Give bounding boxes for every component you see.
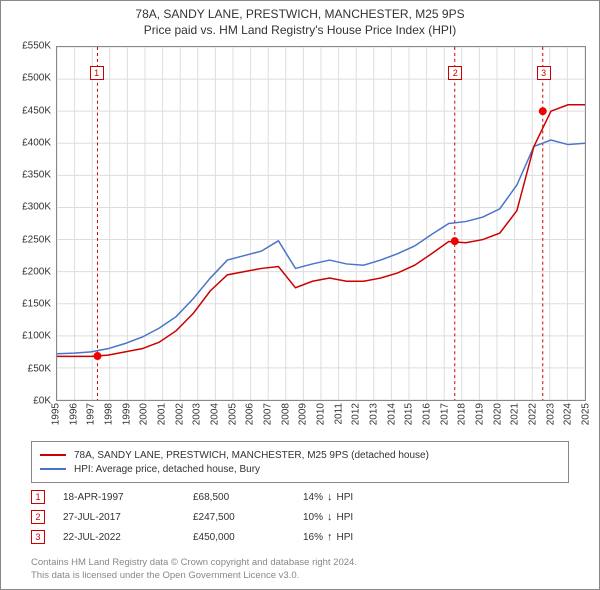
xtick-label: 2007 (263, 403, 274, 425)
xtick-label: 2011 (333, 403, 344, 425)
ytick-label: £400K (1, 137, 51, 148)
sales-table: 1 18-APR-1997 £68,500 14%↓HPI 2 27-JUL-2… (31, 486, 569, 546)
sale-marker-1: 1 (90, 66, 104, 80)
sale-row-date: 27-JUL-2017 (63, 512, 193, 523)
xtick-label: 1996 (68, 403, 79, 425)
xtick-label: 2009 (298, 403, 309, 425)
sale-row-2: 2 27-JUL-2017 £247,500 10%↓HPI (31, 508, 569, 526)
ytick-label: £350K (1, 170, 51, 181)
xtick-label: 2005 (227, 403, 238, 425)
sale-row-price: £247,500 (193, 512, 303, 523)
xtick-label: 1998 (104, 403, 115, 425)
xtick-label: 2016 (422, 403, 433, 425)
ytick-label: £550K (1, 41, 51, 52)
sale-row-price: £450,000 (193, 532, 303, 543)
legend: 78A, SANDY LANE, PRESTWICH, MANCHESTER, … (31, 441, 569, 483)
attribution: Contains HM Land Registry data © Crown c… (31, 557, 357, 583)
ytick-label: £500K (1, 73, 51, 84)
xtick-label: 2018 (457, 403, 468, 425)
xtick-label: 2003 (192, 403, 203, 425)
xtick-label: 2017 (439, 403, 450, 425)
xtick-label: 2001 (157, 403, 168, 425)
legend-row-price: 78A, SANDY LANE, PRESTWICH, MANCHESTER, … (40, 448, 560, 462)
xtick-label: 2015 (404, 403, 415, 425)
ytick-label: £0K (1, 396, 51, 407)
chart-container: 78A, SANDY LANE, PRESTWICH, MANCHESTER, … (0, 0, 600, 590)
ytick-label: £250K (1, 234, 51, 245)
xtick-label: 2019 (475, 403, 486, 425)
xtick-label: 2002 (174, 403, 185, 425)
xtick-label: 1995 (51, 403, 62, 425)
xtick-label: 2008 (280, 403, 291, 425)
ytick-label: £50K (1, 363, 51, 374)
sale-row-marker: 3 (31, 530, 45, 544)
arrow-down-icon: ↓ (327, 511, 333, 523)
sale-row-pct: 14%↓HPI (303, 491, 423, 503)
xtick-label: 2006 (245, 403, 256, 425)
sale-row-date: 22-JUL-2022 (63, 532, 193, 543)
legend-swatch-price (40, 454, 66, 456)
titles: 78A, SANDY LANE, PRESTWICH, MANCHESTER, … (1, 7, 599, 37)
attribution-line-2: This data is licensed under the Open Gov… (31, 570, 357, 583)
xtick-label: 2013 (369, 403, 380, 425)
xtick-label: 2004 (210, 403, 221, 425)
attribution-line-1: Contains HM Land Registry data © Crown c… (31, 557, 357, 570)
sale-marker-3: 3 (537, 66, 551, 80)
ytick-label: £200K (1, 266, 51, 277)
xtick-label: 1997 (86, 403, 97, 425)
legend-label-price: 78A, SANDY LANE, PRESTWICH, MANCHESTER, … (74, 450, 429, 461)
sale-row-pct: 16%↑HPI (303, 531, 423, 543)
sale-row-price: £68,500 (193, 492, 303, 503)
title-main: 78A, SANDY LANE, PRESTWICH, MANCHESTER, … (1, 7, 599, 21)
xtick-label: 2014 (386, 403, 397, 425)
xtick-label: 2020 (492, 403, 503, 425)
xtick-label: 2012 (351, 403, 362, 425)
arrow-up-icon: ↑ (327, 531, 333, 543)
legend-label-hpi: HPI: Average price, detached house, Bury (74, 464, 260, 475)
sale-row-3: 3 22-JUL-2022 £450,000 16%↑HPI (31, 528, 569, 546)
xtick-label: 2022 (528, 403, 539, 425)
sale-row-marker: 2 (31, 510, 45, 524)
sale-row-pct: 10%↓HPI (303, 511, 423, 523)
xtick-label: 2021 (510, 403, 521, 425)
xtick-label: 1999 (121, 403, 132, 425)
xtick-label: 2024 (563, 403, 574, 425)
plot-svg (57, 47, 585, 400)
ytick-label: £100K (1, 331, 51, 342)
ytick-label: £300K (1, 202, 51, 213)
legend-swatch-hpi (40, 468, 66, 470)
sale-row-marker: 1 (31, 490, 45, 504)
plot-area (56, 46, 586, 401)
sale-row-date: 18-APR-1997 (63, 492, 193, 503)
ytick-label: £150K (1, 299, 51, 310)
arrow-down-icon: ↓ (327, 491, 333, 503)
xtick-label: 2000 (139, 403, 150, 425)
xtick-label: 2010 (316, 403, 327, 425)
ytick-label: £450K (1, 105, 51, 116)
sale-row-1: 1 18-APR-1997 £68,500 14%↓HPI (31, 488, 569, 506)
xtick-label: 2025 (581, 403, 592, 425)
xtick-label: 2023 (545, 403, 556, 425)
title-sub: Price paid vs. HM Land Registry's House … (1, 23, 599, 37)
legend-row-hpi: HPI: Average price, detached house, Bury (40, 462, 560, 476)
sale-marker-2: 2 (448, 66, 462, 80)
